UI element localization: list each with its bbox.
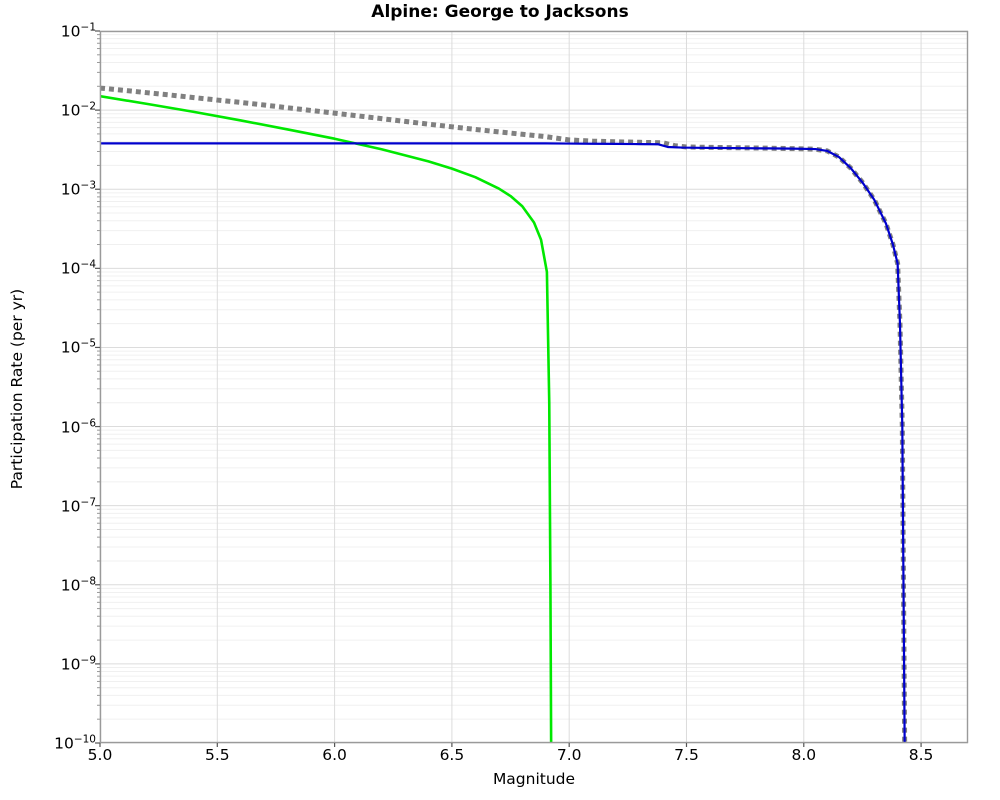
- x-axis-label: Magnitude: [492, 770, 576, 788]
- tick-marks: [95, 30, 922, 747]
- x-tick-label: 8.5: [908, 746, 934, 764]
- x-tick-label: 6.0: [322, 746, 347, 764]
- series-gutenberg-richter-green: [100, 94, 553, 743]
- y-tick-label: 10−1: [60, 21, 96, 41]
- x-tick-label: 6.5: [439, 746, 465, 764]
- x-tick-label: 8.0: [791, 746, 817, 764]
- y-tick-label: 10−4: [60, 258, 96, 278]
- y-tick-label: 10−2: [60, 100, 96, 120]
- data-series-group: [100, 85, 908, 743]
- x-tick-label: 5.0: [87, 746, 113, 764]
- y-tick-label: 10−8: [60, 575, 96, 595]
- axis-spines: [99, 30, 969, 744]
- y-tick-label: 10−3: [60, 179, 96, 199]
- x-tick-label: 7.5: [674, 746, 699, 764]
- y-tick-label: 10−10: [54, 733, 96, 753]
- y-tick-label: 10−6: [60, 416, 96, 437]
- y-tick-label: 10−5: [60, 337, 96, 358]
- series-characteristic-blue: [100, 142, 906, 743]
- minor-gridlines: [100, 34, 968, 720]
- y-tick-label: 10−9: [60, 654, 96, 674]
- x-tick-label: 5.5: [204, 746, 230, 764]
- chart-title: Alpine: George to Jacksons: [371, 2, 629, 22]
- x-tick-label: 7.0: [556, 746, 582, 764]
- y-tick-label: 10−7: [60, 496, 96, 516]
